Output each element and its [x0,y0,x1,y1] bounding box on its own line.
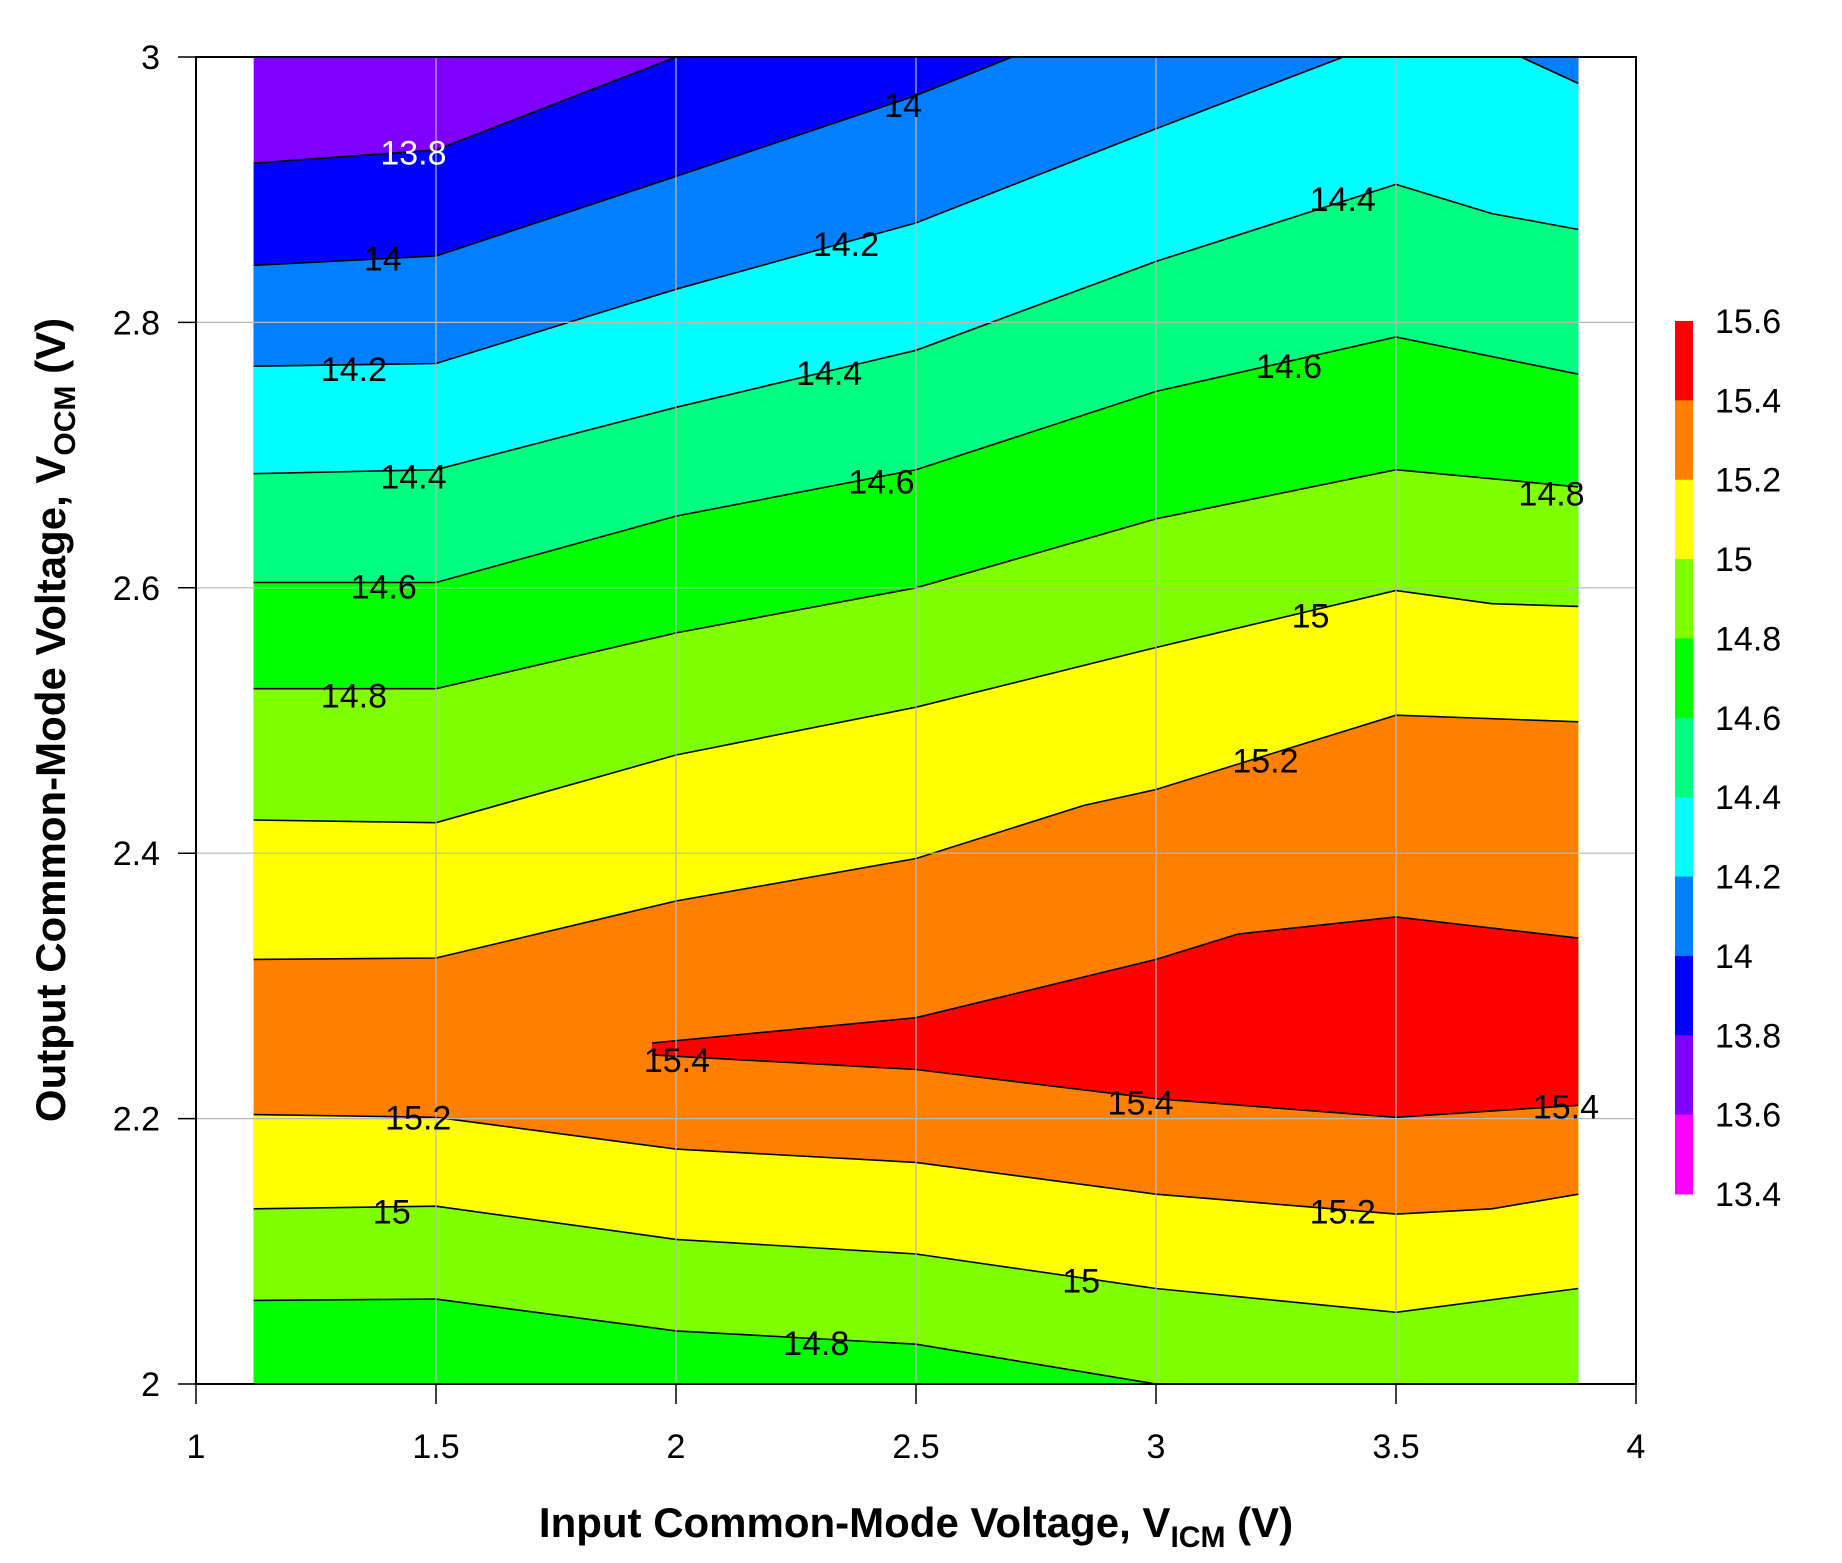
colorbar-label: 15.4 [1715,382,1781,420]
y-tick-label: 2.4 [113,835,160,873]
colorbar-label: 14.6 [1715,700,1781,738]
contour-label: 15.4 [1533,1089,1599,1127]
contour-label: 15.4 [1108,1085,1174,1123]
contour-bands [253,57,1579,1384]
colorbar-swatch [1675,479,1693,560]
colorbar-label: 15 [1715,541,1753,579]
x-tick-label: 3 [1147,1428,1166,1466]
contour-label: 15 [373,1193,411,1231]
contour-label: 14.8 [783,1325,849,1363]
colorbar-swatch [1675,321,1693,401]
gridlines [196,57,1636,1384]
x-axis-title-unit: (V) [1225,1499,1293,1546]
x-axis-title-sub: ICM [1170,1521,1225,1554]
contour-label: 14.4 [380,458,446,496]
colorbar-swatch [1675,559,1693,639]
y-axis-title-unit: (V) [27,318,74,386]
contour-line [253,589,1579,824]
colorbar: 15.6 15.4 15.2 15 14.8 14.6 14.4 14.2 14 13.8 13.6… [1675,303,1781,1214]
contour-label: 14.8 [1518,476,1584,514]
contour-line [253,714,1579,961]
contour-label: 15.2 [1310,1193,1376,1231]
colorbar-swatch [1675,1035,1693,1116]
contour-label: 14.6 [1256,348,1322,386]
contour-label: 14 [364,241,402,279]
x-axis-title: Input Common-Mode Voltage, VICM (V) [539,1499,1293,1554]
colorbar-label: 15.2 [1715,462,1781,500]
y-axis-title: Output Common-Mode Voltage, VOCM (V) [27,318,82,1122]
colorbar-swatch [1675,955,1693,1036]
colorbar-swatch [1675,638,1693,719]
x-tick-label: 2.5 [892,1428,939,1466]
colorbar-label: 14 [1715,938,1753,976]
contour-label: 14.8 [321,677,387,715]
colorbar-label: 14.8 [1715,620,1781,658]
y-tick-label: 2 [141,1366,160,1404]
x-tick-label: 3.5 [1372,1428,1419,1466]
colorbar-swatch [1675,876,1693,957]
colorbar-label: 15.6 [1715,303,1781,341]
colorbar-label: 14.4 [1715,779,1781,817]
contour-label: 14.6 [351,568,417,606]
contour-label: 14.4 [796,355,862,393]
x-tick-label: 1 [187,1428,206,1466]
contour-line [253,57,1016,267]
y-axis-title-main: Output Common-Mode Voltage, V [27,456,74,1123]
x-axis-title-main: Input Common-Mode Voltage, V [539,1499,1171,1546]
x-tick-label: 4 [1627,1428,1646,1466]
contour-label: 15.2 [385,1099,451,1137]
contour-label: 14.4 [1310,181,1376,219]
y-tick-label: 2.6 [113,570,160,608]
x-tick-label: 2 [667,1428,686,1466]
colorbar-swatch [1675,797,1693,878]
y-tick-label: 2.8 [113,304,160,342]
contour-line [253,1298,1579,1384]
colorbar-label: 13.4 [1715,1176,1781,1214]
contour-label: 13.8 [380,135,446,173]
colorbar-swatch [1675,717,1693,798]
colorbar-label: 13.8 [1715,1017,1781,1055]
contour-label: 15.2 [1232,742,1298,780]
contour-line [253,1113,1579,1215]
colorbar-swatch [1675,1114,1693,1195]
colorbar-label: 14.2 [1715,859,1781,897]
colorbar-label: 13.6 [1715,1097,1781,1135]
y-tick-label: 3 [141,39,160,77]
colorbar-swatch [1675,400,1693,481]
contour-line [253,57,682,164]
x-tick-label: 1.5 [412,1428,459,1466]
y-tick-label: 2.2 [113,1101,160,1139]
contour-line [253,183,1579,475]
contour-label: 14 [884,87,922,125]
contour-label: 15 [1292,598,1330,636]
contour-label: 14.2 [321,351,387,389]
axes: 1 1.5 2 2.5 3 3.5 4 2 2.2 2.4 2.6 2.8 3 [113,39,1646,1466]
contour-label: 15.4 [644,1042,710,1080]
contour-labels: 13.8 14 14 14.2 14.2 14.4 14.4 14.4 14.6 14.6 14.6… [321,87,1599,1363]
contour-line [651,916,1579,1044]
contour-label: 14.6 [848,464,914,502]
contour-label: 15 [1062,1262,1100,1300]
y-axis-title-sub: OCM [49,386,82,456]
contour-label: 14.2 [813,226,879,264]
